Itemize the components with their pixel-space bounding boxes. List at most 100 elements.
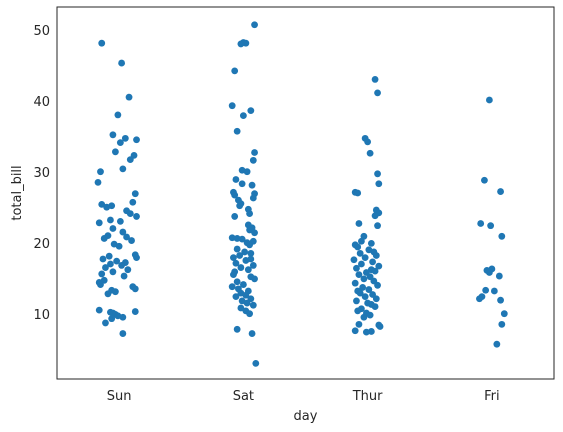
data-point-thur-52	[366, 311, 374, 319]
data-point-thur-25	[369, 258, 376, 266]
data-point-thur-44	[372, 295, 380, 303]
data-point-sat-3	[237, 40, 245, 48]
data-point-sun-28	[123, 233, 130, 241]
data-point-sat-45	[237, 264, 245, 271]
data-point-thur-16	[367, 240, 375, 247]
data-point-sun-7	[116, 139, 124, 147]
x-tick-label-thur: Thur	[352, 389, 383, 404]
y-axis-tick-labels: 10 20 30 40 50	[33, 24, 50, 323]
data-point-sun-42	[124, 266, 132, 274]
data-point-thur-41	[356, 289, 364, 297]
data-point-sun-2	[125, 93, 133, 101]
data-points	[94, 21, 508, 367]
data-point-sat-7	[239, 112, 247, 120]
data-point-sat-0	[251, 21, 258, 29]
data-point-sun-60	[119, 313, 127, 321]
data-point-thur-36	[351, 279, 359, 287]
data-point-thur-58	[367, 328, 375, 335]
data-point-sun-55	[131, 308, 139, 315]
data-point-sat-66	[233, 325, 241, 333]
data-point-sun-41	[102, 264, 109, 271]
data-point-fri-14	[497, 296, 504, 304]
data-point-sun-62	[102, 319, 109, 327]
y-tick-label-40: 40	[33, 95, 50, 110]
x-axis-tick-labels: Sun Sat Thur Fri	[107, 389, 500, 404]
data-point-sun-8	[112, 148, 119, 156]
data-point-sun-30	[128, 237, 135, 244]
data-point-thur-43	[361, 293, 369, 301]
data-point-thur-26	[358, 260, 365, 268]
data-point-thur-38	[359, 284, 367, 291]
data-point-sun-63	[119, 330, 127, 337]
data-point-sun-22	[107, 216, 114, 224]
data-point-thur-56	[376, 323, 384, 330]
data-point-thur-28	[353, 264, 360, 272]
data-point-fri-4	[487, 222, 495, 230]
data-point-thur-1	[374, 89, 381, 97]
data-point-sat-15	[248, 181, 256, 189]
data-point-sat-42	[242, 257, 250, 264]
data-point-fri-10	[482, 286, 490, 294]
x-tick-label-sat: Sat	[233, 389, 254, 404]
data-point-sat-52	[239, 281, 247, 288]
data-point-sat-48	[230, 271, 237, 279]
data-point-thur-5	[374, 170, 381, 178]
data-point-thur-32	[355, 271, 363, 279]
data-point-sat-25	[231, 213, 239, 220]
data-point-sat-2	[242, 39, 250, 47]
data-point-sat-36	[233, 245, 241, 253]
data-point-sun-43	[109, 268, 117, 276]
data-point-sun-32	[115, 242, 123, 250]
data-point-sat-65	[246, 310, 253, 318]
data-point-sun-53	[104, 290, 112, 298]
data-point-thur-8	[354, 189, 362, 197]
data-point-sun-36	[99, 255, 107, 263]
data-point-thur-11	[371, 212, 379, 220]
data-point-sun-11	[119, 165, 127, 173]
data-point-sat-5	[228, 102, 236, 110]
data-point-thur-18	[354, 243, 362, 251]
data-point-thur-15	[358, 237, 365, 245]
data-point-fri-9	[495, 272, 503, 280]
data-point-sat-29	[251, 229, 258, 237]
data-point-thur-13	[374, 222, 381, 230]
data-point-sat-14	[238, 180, 246, 188]
data-point-sat-31	[233, 235, 241, 242]
data-point-sun-3	[114, 111, 122, 119]
data-point-thur-23	[361, 254, 369, 261]
plot-background	[57, 7, 554, 379]
data-point-sun-35	[133, 254, 140, 261]
data-point-sat-9	[251, 149, 258, 156]
data-point-sat-28	[246, 226, 253, 234]
data-point-thur-6	[375, 180, 383, 188]
data-point-sat-4	[231, 67, 239, 75]
data-point-fri-3	[477, 220, 485, 227]
data-point-sun-50	[131, 285, 139, 293]
y-tick-label-20: 20	[33, 237, 50, 252]
data-point-sun-14	[131, 190, 139, 198]
data-point-sun-40	[118, 262, 126, 269]
data-point-sat-46	[244, 266, 252, 274]
data-point-sun-26	[119, 228, 127, 236]
data-point-thur-37	[374, 281, 381, 289]
data-point-sun-23	[116, 218, 124, 225]
data-point-sat-40	[230, 254, 237, 261]
data-point-sun-61	[108, 315, 116, 323]
y-tick-label-10: 10	[33, 308, 50, 323]
data-point-sat-67	[248, 330, 256, 337]
data-point-sun-4	[109, 131, 117, 139]
data-point-thur-45	[353, 297, 360, 305]
data-point-sun-16	[98, 200, 106, 208]
data-point-sun-25	[109, 225, 117, 232]
data-point-sat-51	[233, 278, 241, 286]
data-point-thur-0	[371, 76, 379, 83]
y-tick-label-50: 50	[33, 24, 50, 39]
data-point-sat-61	[243, 299, 251, 307]
y-tick-label-30: 30	[33, 166, 50, 181]
data-point-sun-39	[107, 260, 114, 268]
data-point-fri-8	[485, 269, 493, 276]
data-point-sat-30	[228, 234, 236, 242]
data-point-sat-43	[232, 259, 240, 267]
data-point-sat-18	[231, 191, 239, 199]
data-point-sat-37	[241, 248, 249, 256]
